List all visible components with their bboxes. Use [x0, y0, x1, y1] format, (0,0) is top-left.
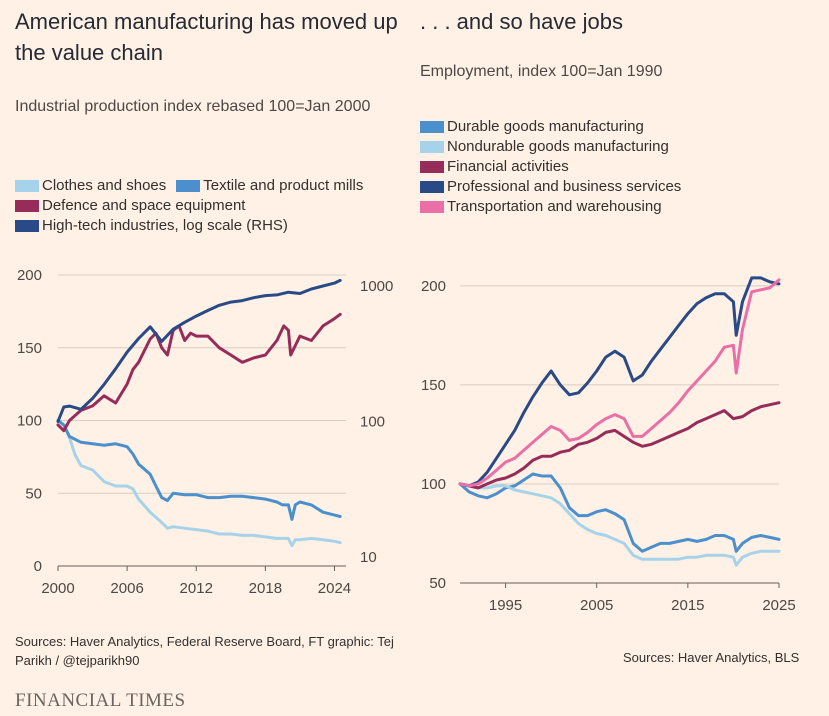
- y-tick-label: 50: [429, 575, 446, 592]
- x-tick-label: 2012: [180, 580, 213, 597]
- legend-swatch: [420, 181, 444, 193]
- x-tick-label: 2018: [249, 580, 282, 597]
- legend-label: Professional and business services: [447, 178, 682, 195]
- series-line-clothes-and-shoes: [56, 419, 342, 548]
- legend-swatch: [420, 161, 444, 173]
- legend-label: Financial activities: [447, 158, 569, 175]
- left-source-note: Sources: Haver Analytics, Federal Reserv…: [15, 634, 394, 668]
- legend-label: Defence and space equipment: [42, 197, 246, 214]
- legend-swatch: [15, 200, 39, 212]
- x-tick-label: 2006: [110, 580, 143, 597]
- legend-swatch: [420, 201, 444, 213]
- series-line-textile-and-product-mills: [56, 419, 342, 521]
- legend-label: Durable goods manufacturing: [447, 118, 644, 135]
- y2-tick-label: 1000: [360, 278, 393, 295]
- legend-label: Textile and product mills: [203, 177, 364, 194]
- series-line-transportation-and-warehousing: [458, 278, 781, 488]
- x-tick-label: 2024: [318, 580, 351, 597]
- right-chart-subtitle: Employment, index 100=Jan 1990: [420, 63, 663, 80]
- legend-item-nondurable: Nondurable goods manufacturing: [420, 137, 681, 157]
- series-line-financial-activities: [458, 401, 781, 490]
- left-legend-row-1: Clothes and shoes Textile and product mi…: [15, 176, 363, 196]
- y-tick-label: 200: [17, 267, 42, 284]
- left-chart: 0 50 100 150 200 10 100 1000 2000 2006 2012 2018 202…: [17, 267, 393, 597]
- left-chart-subtitle: Industrial production index rebased 100=…: [15, 98, 371, 115]
- y-tick-label: 150: [421, 377, 446, 394]
- y2-tick-label: 100: [360, 414, 385, 431]
- right-source-note: Sources: Haver Analytics, BLS: [623, 650, 800, 665]
- y-tick-label: 50: [25, 485, 42, 502]
- series-line-high-tech-industries-log-scale-rhs-: [56, 278, 342, 423]
- x-tick-label: 1995: [489, 597, 522, 614]
- y-tick-label: 0: [34, 558, 42, 575]
- series-line-nondurable-goods-manufacturing: [458, 482, 781, 567]
- legend-item-durable: Durable goods manufacturing: [420, 117, 681, 137]
- x-tick-label: 2005: [580, 597, 613, 614]
- legend-item-professional: Professional and business services: [420, 177, 681, 197]
- y-tick-label: 200: [421, 278, 446, 295]
- charts-canvas: 0 50 100 150 200 10 100 1000 2000 2006 2012 2018 202…: [17, 267, 796, 614]
- legend-swatch: [15, 220, 39, 232]
- legend-label: Nondurable goods manufacturing: [447, 138, 669, 155]
- y2-tick-label: 10: [360, 549, 377, 566]
- legend-item-textile: Textile and product mills: [176, 176, 363, 196]
- x-tick-label: 2015: [671, 597, 704, 614]
- legend-item-defence: Defence and space equipment: [15, 196, 363, 216]
- legend-swatch: [420, 141, 444, 153]
- series-line-defence-and-space-equipment: [56, 312, 342, 433]
- left-chart-title: American manufacturing has moved up the …: [15, 9, 398, 65]
- y-tick-label: 150: [17, 340, 42, 357]
- y-tick-label: 100: [421, 476, 446, 493]
- x-tick-label: 2000: [41, 580, 74, 597]
- right-chart-title: . . . and so have jobs: [420, 9, 624, 34]
- legend-swatch: [420, 121, 444, 133]
- legend-item-hightech: High-tech industries, log scale (RHS): [15, 216, 363, 236]
- left-legend: Clothes and shoes Textile and product mi…: [15, 176, 363, 236]
- legend-swatch: [15, 180, 39, 192]
- series-line-professional-and-business-services: [458, 276, 781, 488]
- legend-label: Clothes and shoes: [42, 177, 167, 194]
- legend-item-clothes: Clothes and shoes: [15, 176, 166, 196]
- right-legend: Durable goods manufacturing Nondurable g…: [420, 117, 681, 217]
- x-tick-label: 2025: [762, 597, 795, 614]
- legend-label: Transportation and warehousing: [447, 198, 662, 215]
- legend-label: High-tech industries, log scale (RHS): [42, 217, 288, 234]
- legend-swatch: [176, 180, 201, 192]
- y-tick-label: 100: [17, 413, 42, 430]
- series-line-durable-goods-manufacturing: [458, 472, 781, 553]
- legend-item-financial: Financial activities: [420, 157, 681, 177]
- right-chart: 50 100 150 200 1995 2005 2015 2025: [421, 276, 796, 614]
- financial-times-logo: FINANCIAL TIMES: [15, 690, 186, 711]
- legend-item-transportation: Transportation and warehousing: [420, 197, 681, 217]
